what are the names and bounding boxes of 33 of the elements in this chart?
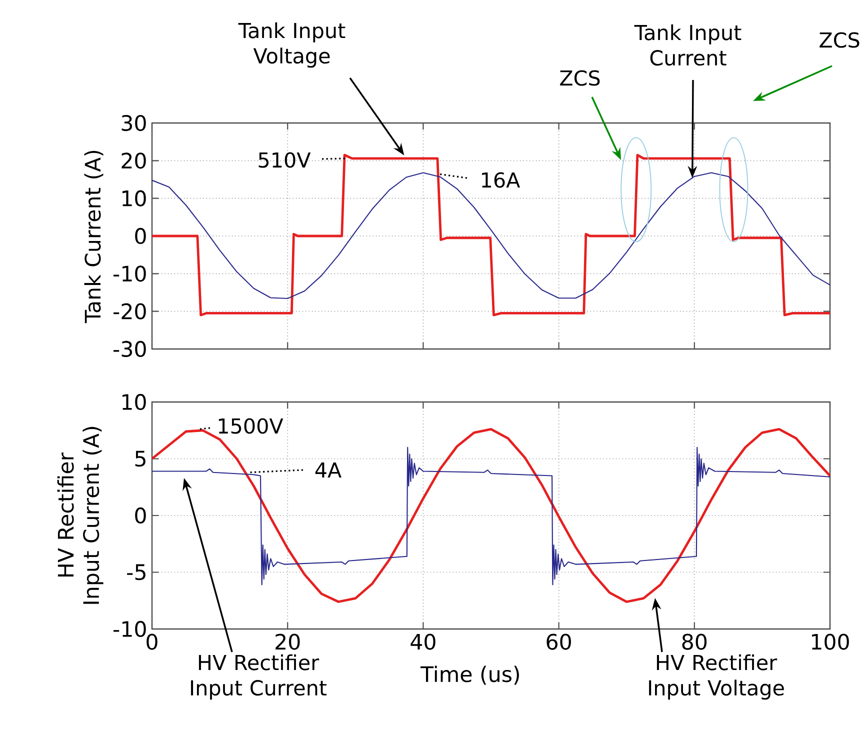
text: HV Rectifier Input Current	[191, 654, 327, 700]
annotation: 4A	[315, 462, 342, 478]
y-axis-title: HV Rectifier Input Current (A)	[57, 426, 104, 604]
annotation: Tank Input Current	[634, 24, 742, 66]
y-tick-label: 30	[122, 114, 146, 132]
y-tick-label: -10	[113, 266, 146, 282]
y-tick-label: 20	[122, 152, 146, 169]
annotation: 1500V	[218, 418, 284, 434]
line-series	[152, 446, 830, 586]
y-tick-label: 10	[122, 394, 146, 410]
y-tick-label: -5	[127, 564, 146, 580]
text: HV Rectifier Input Voltage	[649, 654, 784, 700]
x-tick-label: 60	[546, 634, 571, 650]
y-axis-title: Tank Current (A)	[84, 150, 104, 324]
y-tick-label: -30	[113, 340, 146, 358]
annotation: 510V	[258, 152, 311, 168]
x-tick-label: 100	[812, 634, 849, 650]
x-tick-label: 80	[682, 634, 707, 650]
x-tick-label: 0	[146, 634, 158, 650]
annotation: 16A	[482, 172, 520, 188]
x-tick-label: 20	[276, 634, 300, 650]
text: ZCS	[560, 70, 600, 86]
line-series	[152, 154, 830, 316]
y-tick-label: 0	[135, 228, 146, 244]
annotation: Tank Input Voltage	[238, 22, 346, 68]
text: ZCS	[820, 32, 860, 48]
y-tick-label: 0	[135, 507, 146, 524]
x-tick-label: 40	[410, 634, 436, 650]
x-axis-title: Time (us)	[420, 666, 519, 685]
y-tick-label: -20	[113, 303, 146, 320]
y-tick-label: 5	[135, 450, 146, 467]
y-tick-label: 10	[122, 190, 146, 206]
y-tick-label: -10	[113, 620, 146, 638]
